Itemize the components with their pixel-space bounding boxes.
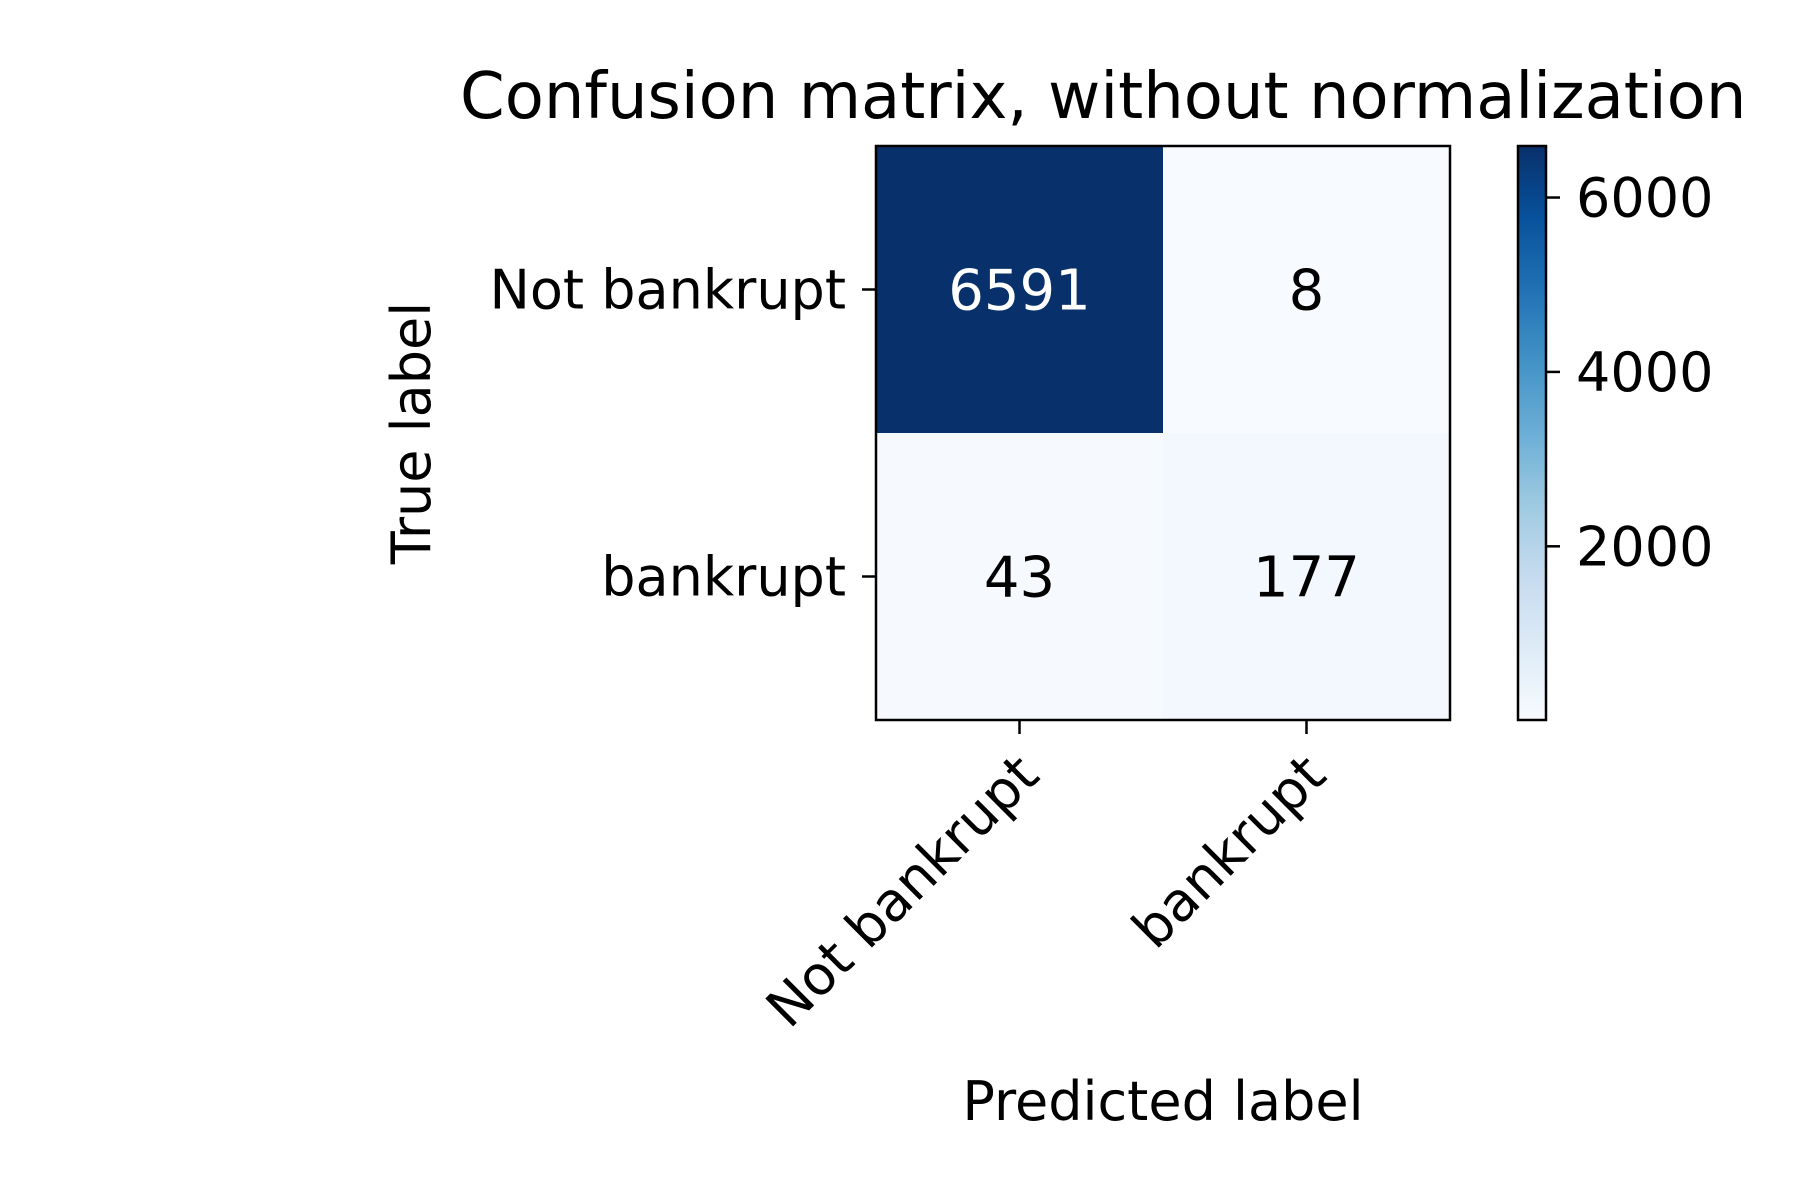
cell-value-label: 6591 bbox=[948, 259, 1091, 324]
colorbar-tick-label: 4000 bbox=[1576, 341, 1713, 404]
colorbar-ticks: 2000 4000 6000 bbox=[1546, 167, 1713, 578]
matrix-cell bbox=[1163, 146, 1451, 434]
y-tick-label: Not bankrupt bbox=[489, 259, 846, 322]
y-tick-label: bankrupt bbox=[601, 546, 846, 609]
matrix-cell bbox=[876, 146, 1164, 434]
matrix-cell bbox=[1163, 433, 1451, 721]
colorbar-tick-label: 2000 bbox=[1576, 515, 1713, 578]
matrix-cell bbox=[876, 433, 1164, 721]
x-tick-label: Not bankrupt bbox=[754, 743, 1051, 1040]
cell-value-label: 8 bbox=[1289, 259, 1325, 324]
x-axis-ticks: Not bankrupt bankrupt bbox=[754, 720, 1338, 1039]
cell-value-label: 43 bbox=[984, 546, 1055, 611]
y-axis-label: True label bbox=[380, 302, 443, 565]
colorbar bbox=[1516, 144, 1548, 722]
chart-title: Confusion matrix, without normalization bbox=[460, 60, 1746, 134]
plot-frame bbox=[874, 144, 1452, 722]
x-tick-label: bankrupt bbox=[1120, 743, 1338, 961]
y-axis-ticks: Not bankrupt bankrupt bbox=[489, 259, 876, 609]
x-axis-label: Predicted label bbox=[962, 1070, 1363, 1133]
colorbar-tick-label: 6000 bbox=[1576, 167, 1713, 230]
matrix-cells: 6591 8 43 177 bbox=[876, 146, 1451, 721]
cell-value-label: 177 bbox=[1253, 546, 1360, 611]
